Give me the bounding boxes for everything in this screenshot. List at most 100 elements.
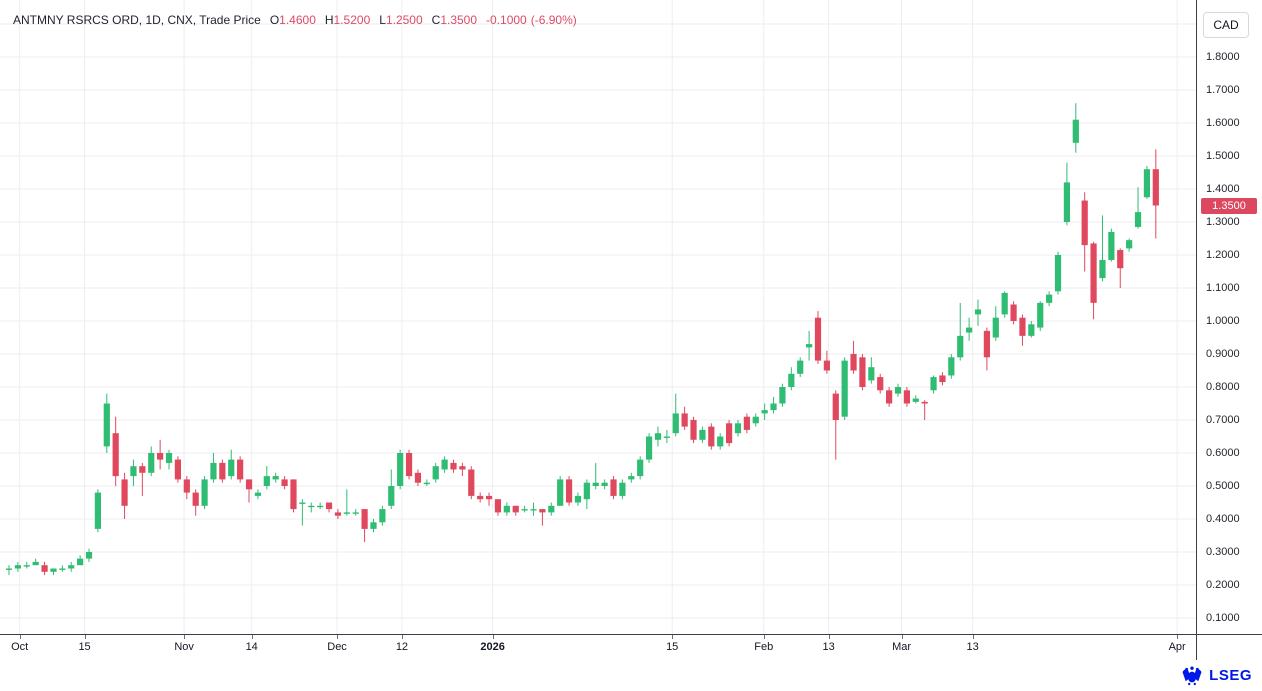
- candle: [245, 479, 253, 503]
- candle: [201, 476, 208, 510]
- x-tick-label: Apr: [1168, 641, 1186, 653]
- candle: [130, 459, 137, 486]
- candle: [1072, 103, 1079, 153]
- candle: [174, 456, 182, 483]
- x-tick-label: 15: [78, 641, 91, 653]
- candle: [725, 420, 733, 447]
- candle: [601, 479, 608, 490]
- ohlc-values: O1.4600 H1.5200 L1.2500 C1.3500: [261, 13, 477, 27]
- candle: [50, 568, 57, 576]
- grid-horizontal: [0, 23, 1196, 619]
- candle: [1046, 291, 1053, 307]
- candle: [886, 387, 893, 407]
- time-axis-labels: Oct 15 Nov 14 Dec 12 2026 15 Feb 13 Mar 13 Apr: [0, 635, 1196, 661]
- candle: [1108, 228, 1115, 262]
- price-axis[interactable]: CAD 1.8000 1.7000 1.6000 1.5000 1.4000 1.3000…: [1197, 0, 1262, 634]
- candle: [974, 299, 982, 326]
- y-tick-label: 0.4000: [1206, 512, 1240, 525]
- candlestick-series: [5, 103, 1159, 576]
- candle: [272, 472, 279, 483]
- candle: [1010, 301, 1017, 325]
- candle: [183, 476, 190, 500]
- candle: [832, 390, 839, 460]
- candle: [210, 453, 217, 483]
- candle: [263, 466, 270, 490]
- x-tick-mark: [337, 635, 339, 639]
- candlestick-plot[interactable]: [0, 0, 1196, 634]
- candle: [23, 561, 30, 569]
- candle: [1152, 149, 1159, 239]
- x-tick-label: 12: [395, 641, 409, 653]
- x-tick-mark: [251, 635, 253, 639]
- lseg-logo[interactable]: LSEG: [1180, 663, 1252, 687]
- x-tick-label: Oct: [11, 641, 29, 653]
- candle: [574, 492, 582, 506]
- candle: [983, 327, 990, 371]
- y-tick-label: 0.9000: [1206, 347, 1240, 360]
- lseg-crest-icon: [1182, 666, 1202, 686]
- x-tick-mark: [492, 635, 494, 639]
- candle: [290, 479, 297, 513]
- candle: [1143, 165, 1151, 199]
- candle: [770, 396, 777, 414]
- candle: [966, 317, 973, 341]
- y-tick-label: 1.0000: [1206, 314, 1240, 327]
- candle: [281, 476, 288, 490]
- candle: [299, 499, 306, 526]
- candle: [254, 489, 262, 500]
- candle: [699, 426, 706, 444]
- candle: [1019, 314, 1026, 346]
- candle: [192, 489, 199, 516]
- y-tick-label: 1.6000: [1206, 116, 1240, 129]
- candle: [939, 372, 946, 386]
- candle: [228, 449, 235, 480]
- candle: [628, 472, 635, 483]
- candle: [708, 423, 715, 450]
- candle: [583, 479, 590, 510]
- x-tick-label: 13: [966, 641, 979, 653]
- candle: [41, 561, 48, 576]
- candle: [1117, 248, 1124, 288]
- candle: [743, 413, 750, 434]
- x-tick-mark: [672, 635, 674, 639]
- candle: [654, 426, 662, 447]
- candle: [823, 350, 830, 374]
- candle: [806, 330, 813, 361]
- x-tick-mark: [972, 635, 974, 639]
- candle: [68, 561, 75, 572]
- candle: [1063, 162, 1071, 226]
- currency-button[interactable]: CAD: [1203, 12, 1249, 38]
- x-tick-label: Mar: [892, 641, 912, 653]
- candle: [1090, 241, 1097, 320]
- candle: [477, 492, 484, 503]
- change-percent: (-6.90%): [530, 13, 577, 27]
- candle: [165, 449, 173, 470]
- candle: [450, 459, 457, 473]
- candle: [459, 462, 466, 477]
- ohlc-item: L1.2500: [379, 13, 423, 27]
- candle: [370, 519, 377, 533]
- time-axis[interactable]: Oct 15 Nov 14 Dec 12 2026 15 Feb 13 Mar 13 Apr: [0, 634, 1262, 661]
- candle: [557, 476, 564, 506]
- x-tick-label: 2026: [480, 641, 505, 653]
- candle: [690, 416, 697, 444]
- x-tick-mark: [1177, 635, 1179, 639]
- candle: [1001, 291, 1008, 318]
- y-tick-label: 0.1000: [1206, 611, 1240, 624]
- candle: [548, 502, 555, 516]
- candle: [788, 367, 795, 391]
- candle: [1134, 187, 1142, 229]
- y-tick-label: 1.8000: [1206, 50, 1240, 63]
- candle: [503, 502, 510, 516]
- ohlc-item: H1.5200: [324, 13, 371, 27]
- candle: [1081, 192, 1088, 272]
- change-value: -0.1000: [486, 13, 527, 27]
- candle: [592, 462, 599, 490]
- candle: [432, 462, 439, 483]
- x-tick-mark: [828, 635, 830, 639]
- candle: [334, 509, 342, 519]
- candle: [388, 469, 395, 510]
- candle: [414, 469, 422, 486]
- candle: [219, 459, 226, 483]
